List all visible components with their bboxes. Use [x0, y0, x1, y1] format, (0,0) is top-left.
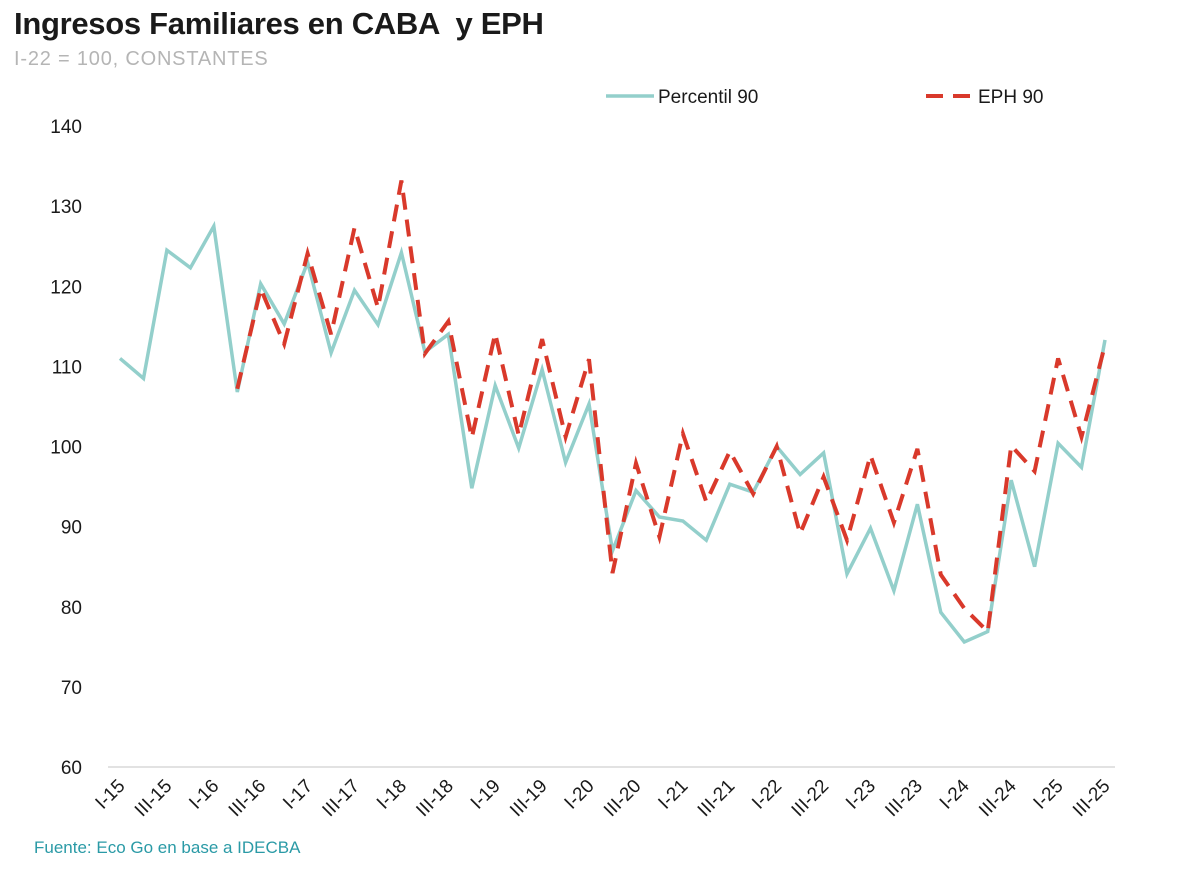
series-line-percentil-90 [118, 220, 1107, 645]
y-tick-label: 140 [50, 117, 82, 138]
y-tick-label: 80 [61, 598, 82, 619]
x-tick-label: I-16 [185, 776, 223, 814]
x-tick-label: III-18 [412, 776, 457, 821]
x-tick-label: I-22 [748, 776, 786, 814]
x-tick-label: III-22 [788, 776, 833, 821]
x-tick-label: III-16 [225, 776, 270, 821]
x-axis: I-15 III-15 I-16 III-16 I-17 III-17 I-18 III-18… [92, 766, 1115, 821]
y-tick-label: 70 [61, 678, 82, 699]
x-tick-label: I-18 [373, 776, 411, 814]
y-tick-label: 120 [50, 277, 82, 298]
y-tick-label: 100 [50, 438, 82, 459]
legend: Percentil 90 EPH 90 [606, 87, 1043, 108]
chart-subtitle: I-22 = 100, CONSTANTES [14, 48, 269, 70]
x-tick-label: III-25 [1069, 776, 1114, 821]
x-tick-label: I-25 [1030, 776, 1068, 814]
y-axis: 60 70 80 90 100 110 120 130 140 [50, 117, 82, 779]
x-tick-label: I-19 [467, 776, 505, 814]
x-tick-label: I-17 [279, 776, 317, 814]
x-tick-label: III-24 [975, 775, 1021, 821]
x-tick-label: III-20 [600, 776, 645, 821]
legend-label: EPH 90 [978, 87, 1043, 108]
x-tick-label: III-17 [319, 776, 364, 821]
legend-label: Percentil 90 [658, 87, 758, 108]
y-tick-label: 110 [52, 357, 82, 378]
x-tick-label: III-23 [881, 776, 926, 821]
x-tick-label: I-24 [936, 775, 974, 813]
x-tick-label: III-15 [131, 776, 176, 821]
chart-title: Ingresos Familiares en CABA y EPH [14, 6, 544, 41]
x-tick-label: I-21 [654, 776, 692, 814]
y-tick-label: 130 [50, 197, 82, 218]
x-tick-label: I-15 [92, 776, 130, 814]
x-tick-label: I-23 [842, 776, 880, 814]
y-tick-label: 60 [61, 758, 82, 779]
x-tick-label: III-19 [506, 776, 551, 821]
series-line-eph-90 [235, 180, 1107, 636]
y-tick-label: 90 [61, 518, 82, 539]
source-note: Fuente: Eco Go en base a IDECBA [34, 838, 301, 857]
series-group [118, 180, 1107, 645]
x-tick-label: I-20 [561, 776, 599, 814]
x-tick-label: III-21 [694, 776, 739, 821]
